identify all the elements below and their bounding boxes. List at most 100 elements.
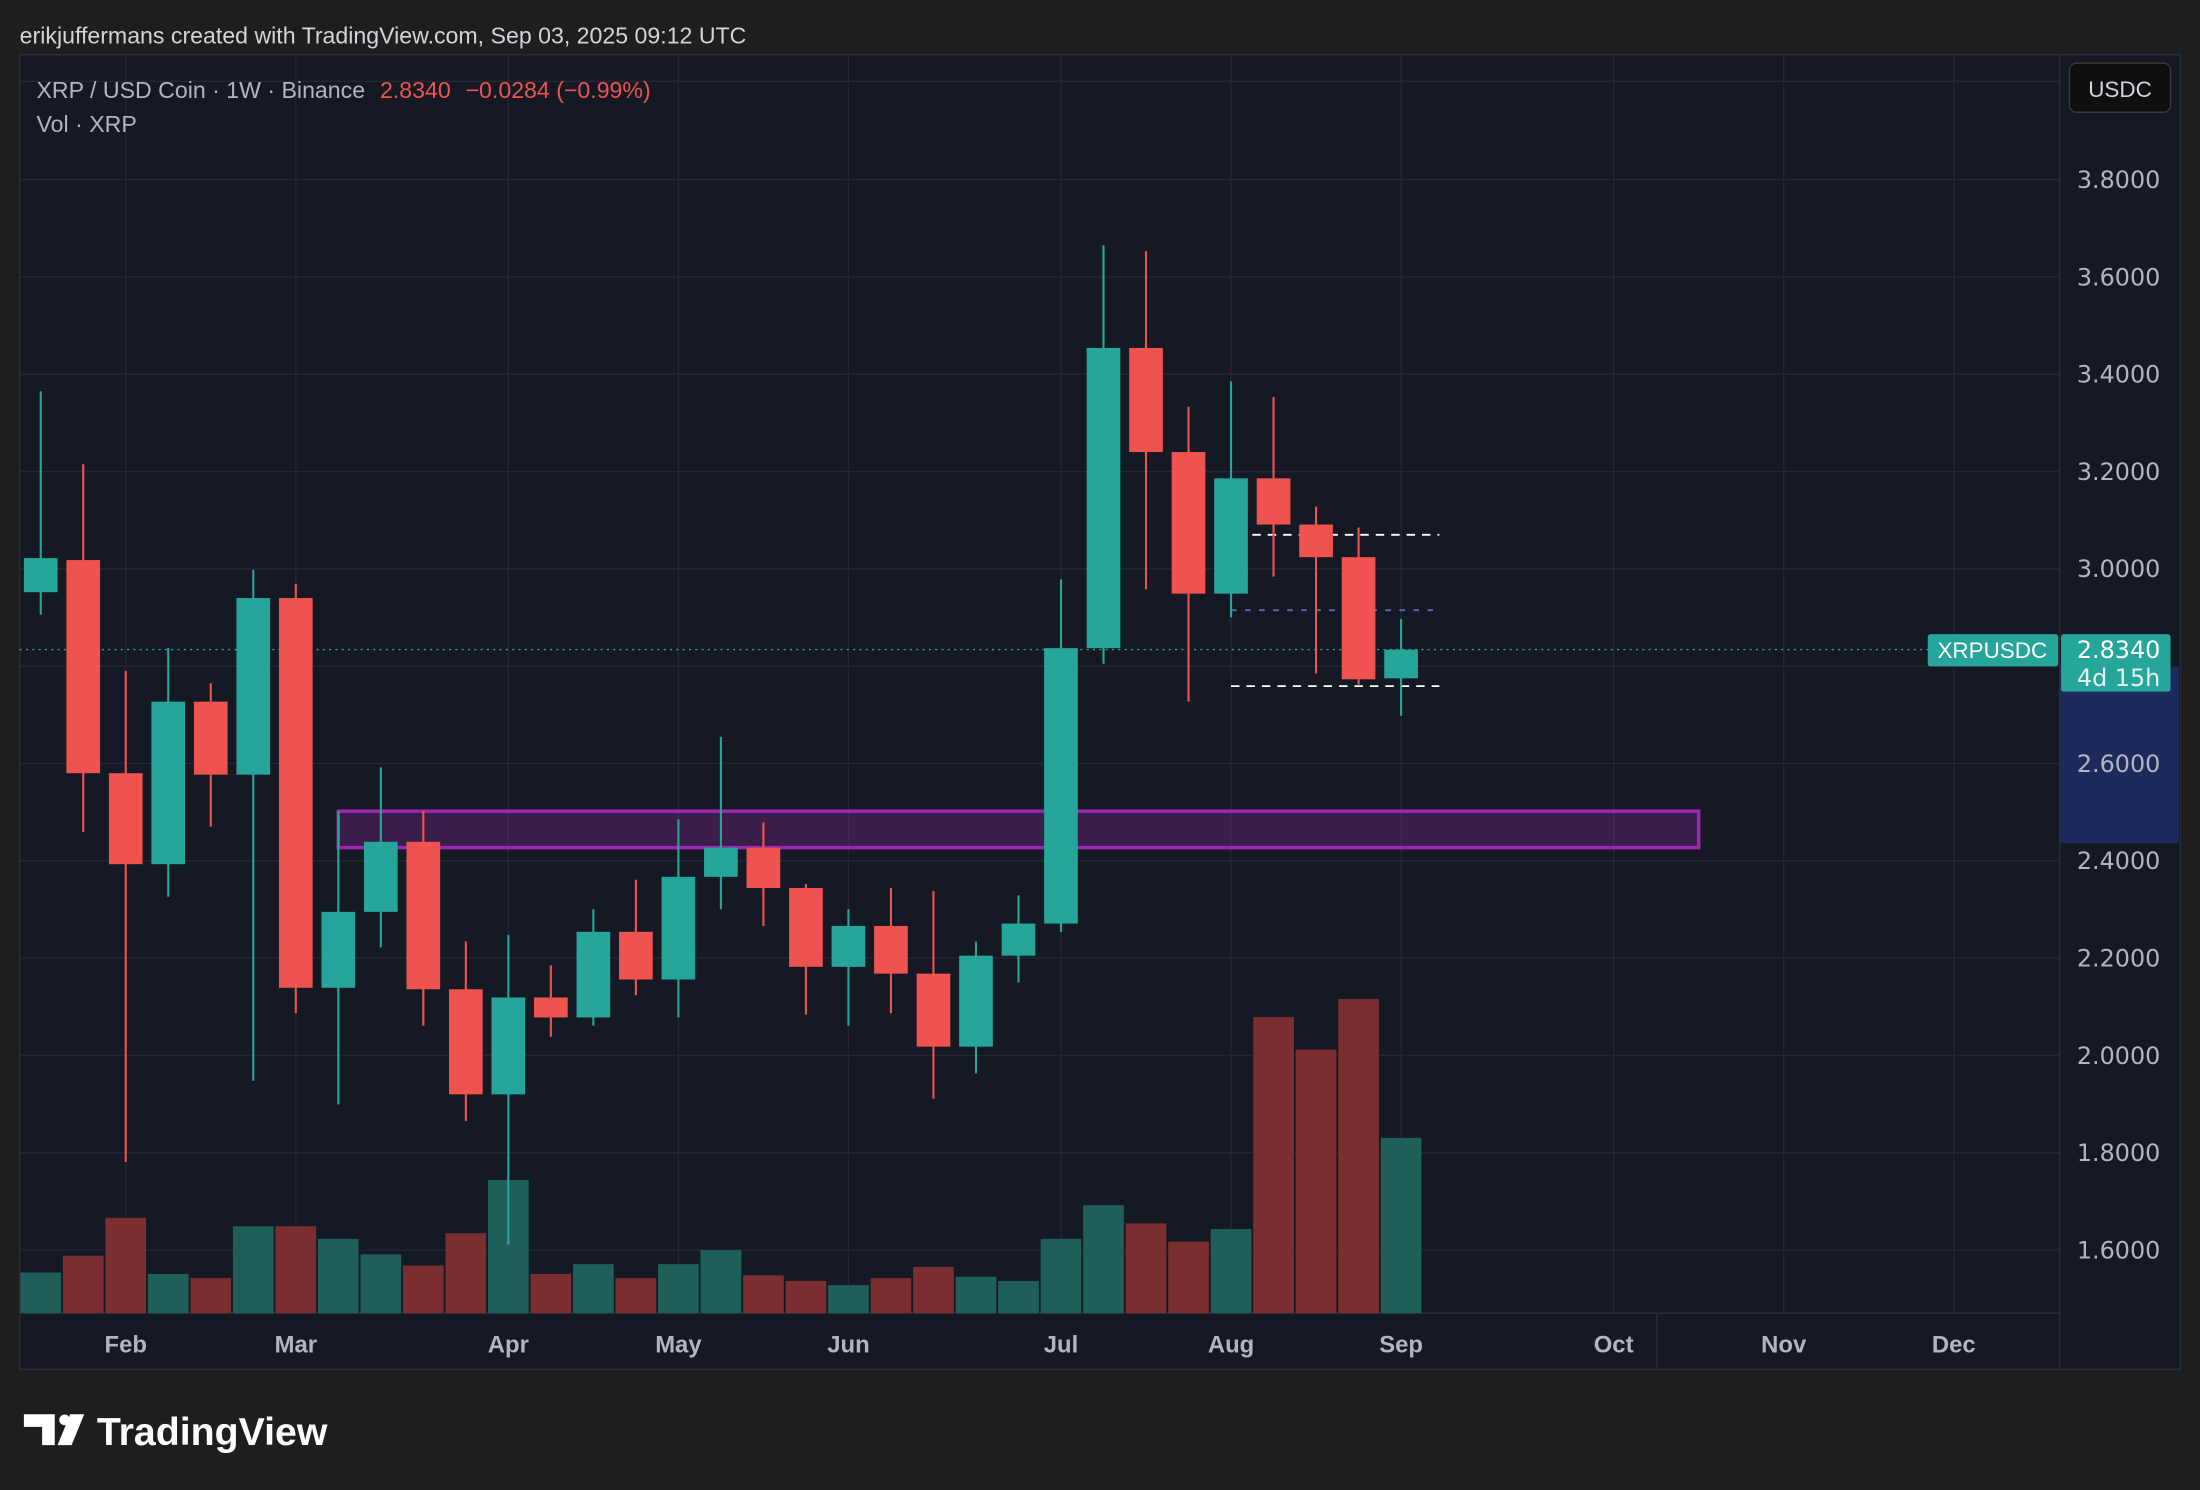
- legend: XRP / USD Coin · 1W · Binance 2.8340 −0.…: [37, 77, 651, 103]
- month-tick-label[interactable]: Nov: [1761, 1332, 1807, 1359]
- candle-body: [746, 847, 781, 889]
- volume-bar: [743, 1275, 784, 1314]
- candle-body: [363, 841, 398, 912]
- month-tick-label[interactable]: Jul: [1044, 1332, 1078, 1359]
- candle-body: [491, 997, 526, 1095]
- candle: [1214, 381, 1248, 618]
- candle: [1384, 618, 1418, 716]
- volume-bar: [828, 1285, 869, 1314]
- month-tick-label[interactable]: Mar: [275, 1332, 317, 1359]
- price-tick-label[interactable]: 3.2000: [2077, 458, 2160, 486]
- candle: [321, 811, 356, 1105]
- price-axis-labels[interactable]: 3.8000 3.6000 3.4000 3.2000 3.0000 2.6000 2.40…: [2077, 166, 2160, 1264]
- candle-body: [661, 876, 696, 980]
- volume-bar: [870, 1278, 912, 1314]
- volume-bar: [402, 1265, 444, 1314]
- month-tick-label[interactable]: Dec: [1932, 1332, 1976, 1359]
- candle-body: [789, 888, 823, 967]
- candle: [789, 884, 823, 1015]
- candle-body: [959, 955, 993, 1047]
- tradingview-logo[interactable]: TradingView: [23, 1410, 328, 1454]
- price-tick-label[interactable]: 2.4000: [2077, 847, 2160, 875]
- candle: [449, 941, 483, 1122]
- candle: [1086, 245, 1121, 664]
- month-tick-label[interactable]: May: [655, 1332, 702, 1359]
- level-lines[interactable]: [1231, 533, 1440, 688]
- legend-symbol: XRP / USD Coin · 1W · Binance: [37, 77, 366, 103]
- tradingview-logo-dot: [59, 1414, 70, 1426]
- legend-last: 2.8340: [380, 77, 451, 103]
- candle-body: [704, 847, 738, 877]
- month-tick-label[interactable]: Feb: [105, 1332, 147, 1359]
- volume-bar: [998, 1280, 1039, 1314]
- month-tick-label[interactable]: Jun: [827, 1332, 869, 1359]
- candle: [491, 934, 526, 1245]
- candle-body: [534, 997, 568, 1018]
- currency-button-label[interactable]: USDC: [2088, 77, 2152, 102]
- price-tick-label[interactable]: 3.0000: [2077, 555, 2160, 583]
- price-tick-label[interactable]: 2.0000: [2077, 1042, 2160, 1070]
- volume-bar: [62, 1255, 104, 1314]
- price-tick-label[interactable]: 3.6000: [2077, 263, 2160, 291]
- volume-bar: [232, 1226, 274, 1314]
- volume-bars: [20, 998, 1422, 1314]
- support-zone[interactable]: [336, 809, 1701, 850]
- volume-bar: [1168, 1241, 1209, 1314]
- candle: [704, 736, 738, 910]
- month-tick-label[interactable]: Oct: [1594, 1332, 1634, 1359]
- candle: [1044, 579, 1078, 932]
- price-tick-label[interactable]: 2.6000: [2077, 750, 2160, 778]
- candle: [619, 879, 653, 996]
- chart-frame: [18, 54, 2182, 1371]
- legend-change: −0.0284 (−0.99%): [466, 77, 651, 103]
- candle: [916, 890, 951, 1099]
- candle-body: [151, 701, 186, 865]
- candle-body: [236, 598, 271, 775]
- volume-bar: [147, 1273, 189, 1314]
- candle: [1341, 527, 1376, 685]
- candle: [278, 583, 313, 1014]
- candle-body: [1044, 648, 1078, 924]
- price-tick-label[interactable]: 3.4000: [2077, 361, 2160, 389]
- month-tick-label[interactable]: Sep: [1379, 1332, 1423, 1359]
- candle-body: [1384, 649, 1418, 679]
- candle-body: [1214, 478, 1248, 594]
- volume-bar: [1083, 1205, 1124, 1314]
- candle-body: [576, 931, 611, 1018]
- month-tick-label[interactable]: Apr: [488, 1332, 529, 1359]
- candle-body: [1299, 524, 1333, 558]
- price-tick-label[interactable]: 1.8000: [2077, 1139, 2160, 1167]
- volume-bar: [700, 1250, 742, 1314]
- candle: [1299, 506, 1333, 674]
- currency-button[interactable]: USDC: [2068, 62, 2172, 113]
- volume-bar: [190, 1278, 232, 1314]
- candle: [1256, 397, 1291, 577]
- time-axis-labels[interactable]: Feb Mar Apr May Jun Jul Aug Sep Oct Nov Dec: [105, 1332, 1976, 1359]
- candle: [746, 822, 781, 926]
- volume-bar: [1380, 1137, 1422, 1314]
- symbol-tag: XRPUSDC: [1927, 634, 2059, 667]
- volume-bar: [445, 1233, 487, 1314]
- legend-volume: Vol · XRP: [37, 111, 137, 137]
- candle: [406, 811, 441, 1026]
- volume-bar: [20, 1272, 62, 1314]
- volume-bar: [105, 1217, 147, 1314]
- candle: [23, 391, 58, 615]
- candle: [661, 819, 696, 1018]
- price-tick-label[interactable]: 3.8000: [2077, 166, 2160, 194]
- price-tick-label[interactable]: 2.2000: [2077, 945, 2160, 973]
- candle: [1171, 406, 1206, 702]
- volume-bar: [1040, 1238, 1082, 1314]
- volume-bar: [275, 1226, 317, 1314]
- last-price-tag: 2.8340 4d 15h: [2061, 634, 2171, 692]
- support-zone-rect[interactable]: [336, 809, 1701, 850]
- volume-bar: [913, 1266, 954, 1314]
- month-tick-label[interactable]: Aug: [1208, 1332, 1254, 1359]
- candle-body: [278, 598, 313, 988]
- candle: [108, 671, 143, 1162]
- price-tick-label[interactable]: 1.6000: [2077, 1236, 2160, 1264]
- volume-bar: [1253, 1017, 1294, 1314]
- symbol-tag-label: XRPUSDC: [1937, 638, 2047, 663]
- candle-body: [1001, 923, 1036, 956]
